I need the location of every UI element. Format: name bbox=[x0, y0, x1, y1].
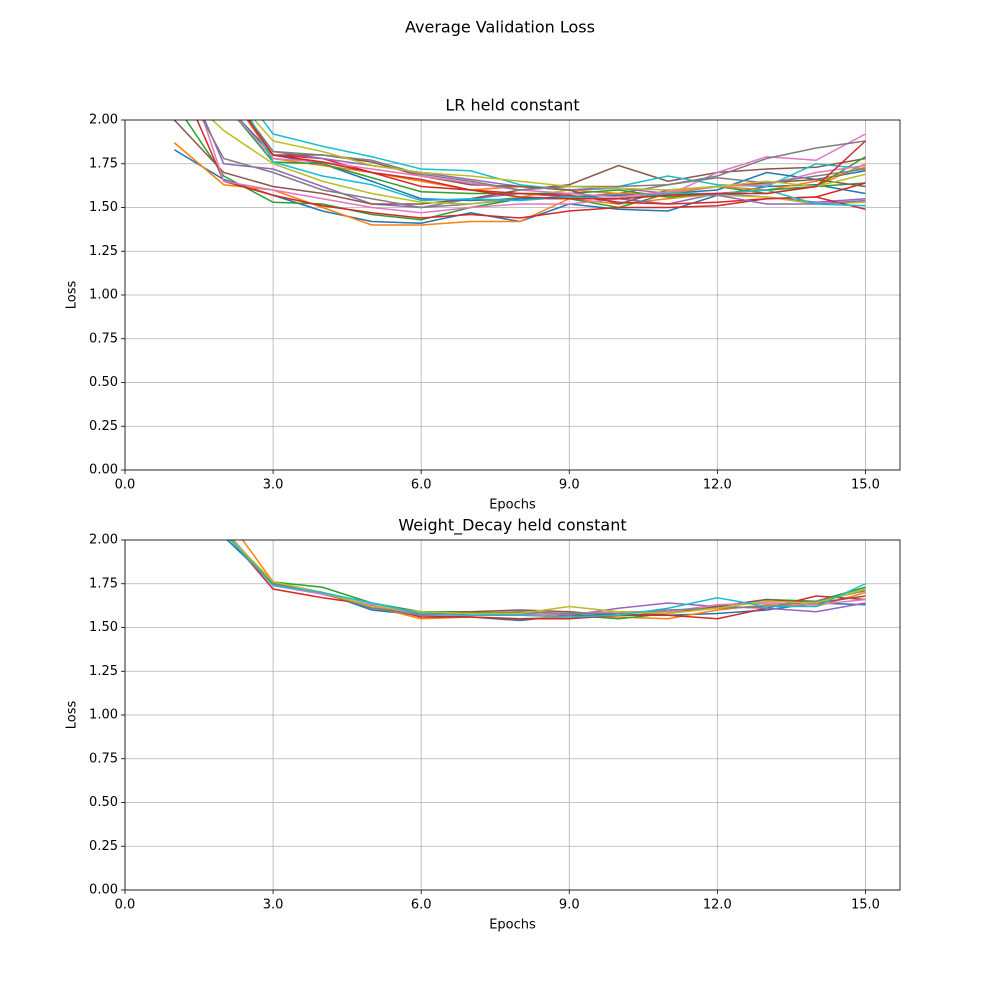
y-tick-label: 0.00 bbox=[89, 463, 118, 478]
axes-frame bbox=[124, 539, 901, 891]
series-line bbox=[247, 120, 866, 210]
y-tick-label: 1.50 bbox=[89, 200, 118, 215]
x-tick-label: 0.0 bbox=[115, 478, 136, 493]
series-line bbox=[250, 120, 866, 207]
x-tick-label: 0.0 bbox=[115, 898, 136, 913]
x-axis-label: Epochs bbox=[489, 498, 536, 513]
series-line bbox=[253, 120, 866, 191]
x-tick-label: 15.0 bbox=[851, 478, 880, 493]
x-axis-label: Epochs bbox=[489, 918, 536, 933]
y-tick-label: 1.75 bbox=[89, 576, 118, 591]
axes-title: Weight_Decay held constant bbox=[398, 516, 626, 536]
x-tick-label: 6.0 bbox=[411, 898, 432, 913]
y-tick-label: 1.00 bbox=[89, 288, 118, 303]
y-tick-label: 0.75 bbox=[89, 751, 118, 766]
y-tick-label: 0.50 bbox=[89, 795, 118, 810]
y-tick-label: 0.00 bbox=[89, 883, 118, 898]
x-tick-label: 12.0 bbox=[703, 898, 732, 913]
figure-title: Average Validation Loss bbox=[405, 18, 595, 37]
x-tick-label: 15.0 bbox=[851, 898, 880, 913]
y-axis-label: Loss bbox=[65, 281, 80, 310]
x-tick-label: 3.0 bbox=[263, 898, 284, 913]
series-line bbox=[247, 120, 866, 205]
series-line bbox=[230, 540, 866, 620]
series-line bbox=[202, 120, 866, 214]
y-tick-label: 2.00 bbox=[89, 533, 118, 548]
plot-lines bbox=[226, 540, 866, 622]
y-tick-label: 1.50 bbox=[89, 620, 118, 635]
y-tick-label: 0.50 bbox=[89, 375, 118, 390]
y-tick-label: 0.75 bbox=[89, 331, 118, 346]
series-line bbox=[229, 540, 866, 618]
axes-title: LR held constant bbox=[445, 96, 579, 115]
plot-lines bbox=[173, 120, 866, 226]
x-tick-label: 3.0 bbox=[263, 478, 284, 493]
y-tick-label: 1.75 bbox=[89, 156, 118, 171]
axes-frame bbox=[124, 119, 901, 471]
y-tick-label: 1.00 bbox=[89, 708, 118, 723]
y-axis-label: Loss bbox=[65, 701, 80, 730]
y-tick-label: 0.25 bbox=[89, 419, 118, 434]
x-tick-label: 12.0 bbox=[703, 478, 732, 493]
y-tick-label: 1.25 bbox=[89, 244, 118, 259]
x-tick-label: 9.0 bbox=[559, 478, 580, 493]
x-tick-label: 6.0 bbox=[411, 478, 432, 493]
x-tick-label: 9.0 bbox=[559, 898, 580, 913]
y-tick-label: 1.25 bbox=[89, 664, 118, 679]
series-line bbox=[229, 540, 866, 617]
series-line bbox=[248, 120, 866, 191]
series-line bbox=[247, 120, 866, 200]
y-tick-label: 2.00 bbox=[89, 113, 118, 128]
y-tick-label: 0.25 bbox=[89, 839, 118, 854]
